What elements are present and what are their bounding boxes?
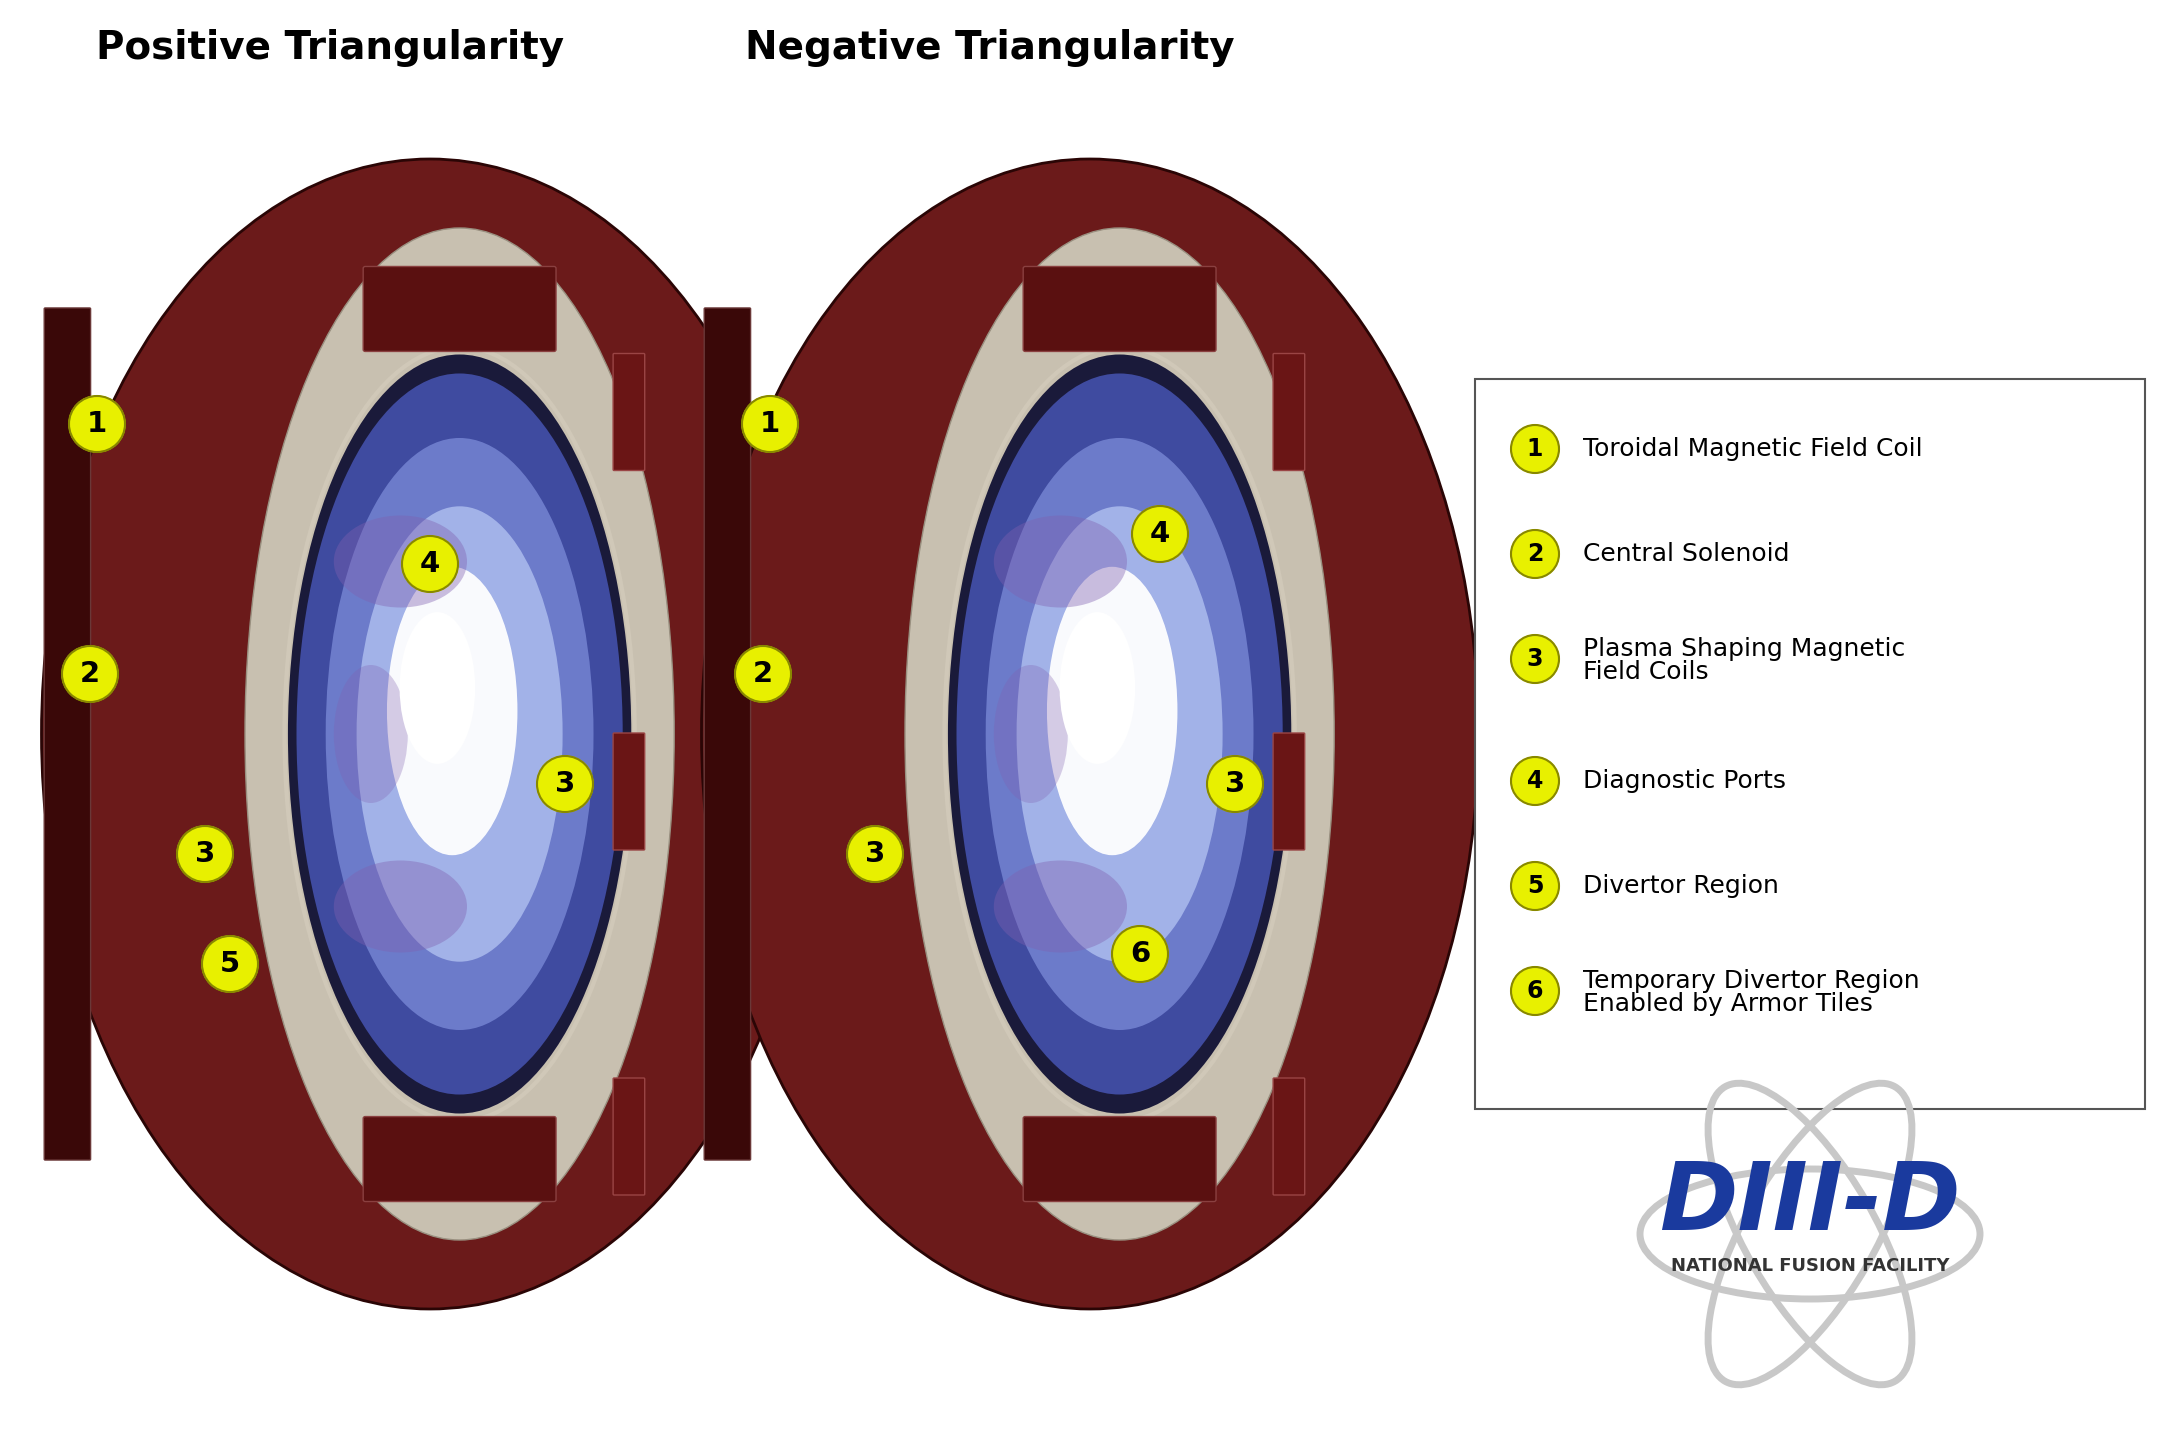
- Circle shape: [1206, 757, 1263, 812]
- Text: 3: 3: [555, 770, 575, 799]
- FancyBboxPatch shape: [364, 267, 555, 351]
- Ellipse shape: [993, 861, 1128, 953]
- Text: 1: 1: [1526, 438, 1543, 461]
- Text: 2: 2: [1526, 542, 1543, 566]
- Text: 6: 6: [1526, 979, 1543, 1004]
- Circle shape: [538, 757, 592, 812]
- Ellipse shape: [1060, 612, 1134, 764]
- Text: 5: 5: [220, 950, 239, 978]
- Ellipse shape: [401, 612, 475, 764]
- Text: 6: 6: [1130, 940, 1149, 967]
- Ellipse shape: [947, 354, 1291, 1113]
- Ellipse shape: [993, 666, 1067, 803]
- Circle shape: [1511, 862, 1559, 910]
- Text: Divertor Region: Divertor Region: [1583, 874, 1779, 898]
- Ellipse shape: [327, 438, 594, 1030]
- Circle shape: [1511, 757, 1559, 804]
- Text: 2: 2: [81, 660, 100, 687]
- FancyBboxPatch shape: [703, 308, 751, 1160]
- Circle shape: [742, 396, 799, 452]
- FancyBboxPatch shape: [614, 734, 644, 851]
- Circle shape: [736, 645, 790, 702]
- Ellipse shape: [1017, 507, 1223, 962]
- Circle shape: [61, 645, 118, 702]
- FancyBboxPatch shape: [364, 1116, 555, 1201]
- FancyBboxPatch shape: [1476, 378, 2144, 1109]
- Text: Positive Triangularity: Positive Triangularity: [96, 29, 564, 66]
- Text: 3: 3: [194, 840, 216, 868]
- Text: NATIONAL FUSION FACILITY: NATIONAL FUSION FACILITY: [1670, 1256, 1948, 1275]
- Text: 3: 3: [1526, 647, 1543, 671]
- Text: Negative Triangularity: Negative Triangularity: [745, 29, 1234, 66]
- Circle shape: [1511, 967, 1559, 1015]
- Text: Central Solenoid: Central Solenoid: [1583, 542, 1789, 566]
- Text: 3: 3: [1226, 770, 1245, 799]
- Text: Temporary Divertor Region: Temporary Divertor Region: [1583, 969, 1920, 993]
- Ellipse shape: [41, 159, 819, 1310]
- Ellipse shape: [701, 159, 1478, 1310]
- Text: Plasma Shaping Magnetic: Plasma Shaping Magnetic: [1583, 637, 1905, 661]
- FancyBboxPatch shape: [1274, 1079, 1304, 1196]
- Circle shape: [70, 396, 124, 452]
- Circle shape: [1112, 926, 1169, 982]
- Ellipse shape: [246, 228, 675, 1240]
- FancyBboxPatch shape: [1023, 267, 1217, 351]
- Text: Field Coils: Field Coils: [1583, 660, 1709, 684]
- Text: 1: 1: [87, 410, 107, 438]
- Text: Toroidal Magnetic Field Coil: Toroidal Magnetic Field Coil: [1583, 438, 1922, 461]
- Ellipse shape: [333, 861, 468, 953]
- Text: 4: 4: [420, 550, 440, 578]
- Ellipse shape: [1047, 567, 1178, 855]
- Text: 3: 3: [864, 840, 886, 868]
- FancyBboxPatch shape: [614, 354, 644, 471]
- Ellipse shape: [388, 567, 518, 855]
- FancyBboxPatch shape: [44, 308, 91, 1160]
- Text: DIII-D: DIII-D: [1659, 1158, 1961, 1251]
- Circle shape: [176, 826, 233, 882]
- Circle shape: [1511, 530, 1559, 578]
- FancyBboxPatch shape: [614, 1079, 644, 1196]
- Circle shape: [403, 536, 457, 592]
- Text: 1: 1: [760, 410, 779, 438]
- Ellipse shape: [993, 516, 1128, 608]
- Circle shape: [847, 826, 903, 882]
- Ellipse shape: [956, 374, 1282, 1095]
- Text: 4: 4: [1149, 520, 1169, 549]
- Circle shape: [1511, 635, 1559, 683]
- Ellipse shape: [333, 666, 407, 803]
- Text: Enabled by Armor Tiles: Enabled by Armor Tiles: [1583, 992, 1872, 1017]
- Circle shape: [1511, 425, 1559, 474]
- Text: 4: 4: [1526, 770, 1543, 793]
- Text: Diagnostic Ports: Diagnostic Ports: [1583, 770, 1785, 793]
- FancyBboxPatch shape: [1274, 734, 1304, 851]
- Ellipse shape: [296, 374, 623, 1095]
- FancyBboxPatch shape: [1023, 1116, 1217, 1201]
- Circle shape: [202, 936, 259, 992]
- Ellipse shape: [986, 438, 1254, 1030]
- Circle shape: [1132, 505, 1189, 562]
- Ellipse shape: [333, 516, 468, 608]
- Text: 5: 5: [1526, 874, 1543, 898]
- Ellipse shape: [287, 354, 631, 1113]
- FancyBboxPatch shape: [1274, 354, 1304, 471]
- Ellipse shape: [357, 507, 562, 962]
- Text: 2: 2: [753, 660, 773, 687]
- Ellipse shape: [906, 228, 1335, 1240]
